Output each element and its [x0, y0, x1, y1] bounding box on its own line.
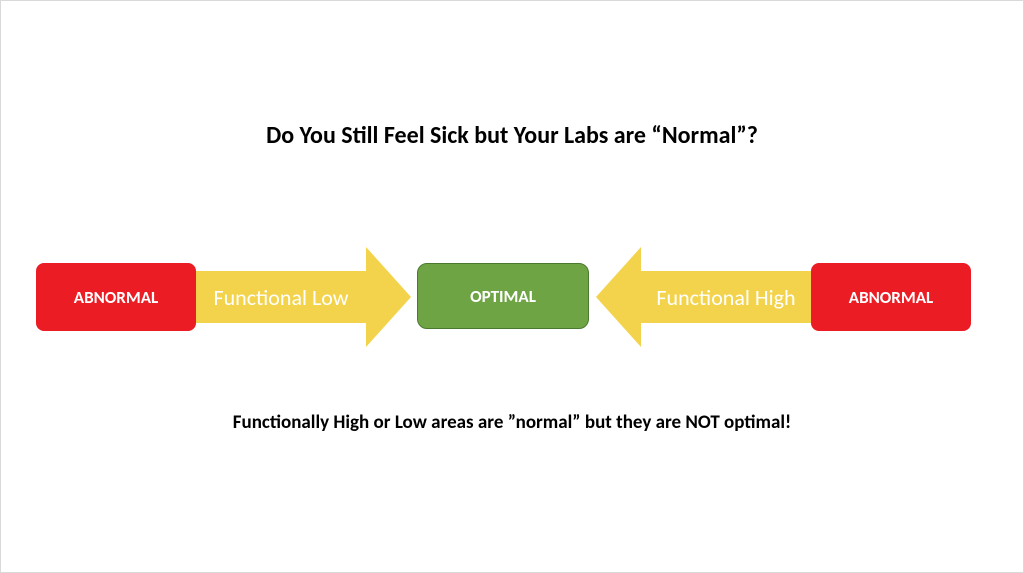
abnormal-left-box: ABNORMAL	[36, 263, 196, 331]
functional-high-arrow-head	[596, 247, 641, 347]
slide-frame: Do You Still Feel Sick but Your Labs are…	[0, 0, 1024, 573]
functional-low-label: Functional Low	[214, 284, 349, 311]
range-diagram: ABNORMAL Functional Low OPTIMAL Function…	[1, 259, 1023, 359]
slide-subtitle: Functionally High or Low areas are ”norm…	[1, 411, 1023, 434]
functional-high-arrow-body: Functional High	[641, 271, 811, 323]
functional-low-arrow-head	[366, 247, 411, 347]
functional-high-label: Functional High	[656, 284, 795, 311]
slide-title: Do You Still Feel Sick but Your Labs are…	[1, 121, 1023, 150]
optimal-box: OPTIMAL	[417, 263, 589, 329]
abnormal-right-label: ABNORMAL	[849, 287, 933, 308]
optimal-label: OPTIMAL	[470, 286, 536, 307]
abnormal-left-label: ABNORMAL	[74, 287, 158, 308]
abnormal-right-box: ABNORMAL	[811, 263, 971, 331]
functional-low-arrow-body: Functional Low	[196, 271, 366, 323]
